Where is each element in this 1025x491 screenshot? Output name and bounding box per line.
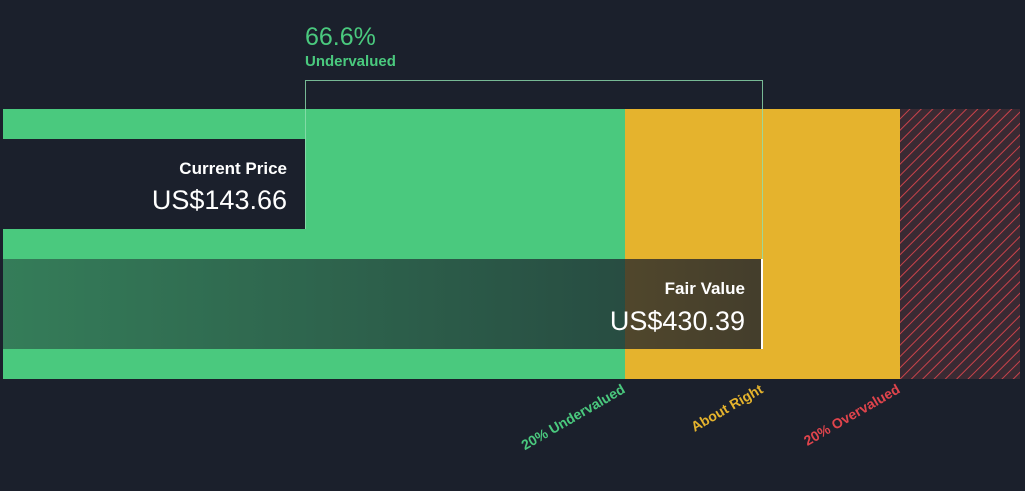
fair-value-value: US$430.39: [610, 306, 745, 336]
status: Undervalued: [305, 53, 396, 70]
current-price-label: Current Price: [179, 159, 287, 178]
fair-value-box: [3, 259, 763, 349]
percent: 66.6%: [305, 23, 376, 51]
overvalued-zone: [900, 109, 1020, 379]
current-price-value: US$143.66: [152, 185, 287, 215]
fair-value-label: Fair Value: [665, 279, 745, 298]
difference-bracket: [305, 80, 763, 259]
current-price-box: [3, 139, 305, 229]
